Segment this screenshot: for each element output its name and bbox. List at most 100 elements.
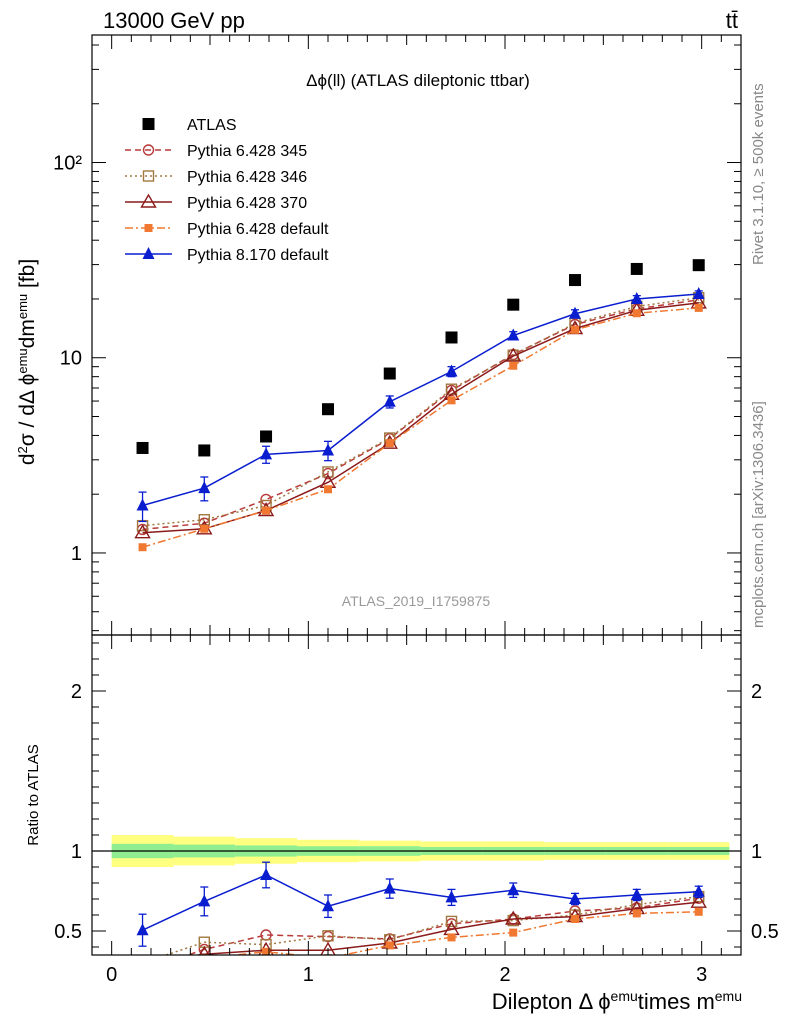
main-series-0-point xyxy=(198,444,211,457)
main-y-tick-label: 1 xyxy=(71,543,82,565)
main-series-3-point xyxy=(134,524,151,539)
legend-entry-1: Pythia 6.428 345 xyxy=(125,143,307,160)
ratio-series-1-point xyxy=(138,958,148,968)
ratio-series-4 xyxy=(136,861,705,947)
ratio-series-4-point xyxy=(383,881,396,894)
ratio-series-4-point xyxy=(507,883,520,896)
ratio-panel-frame xyxy=(91,634,742,956)
main-panel: Δϕ(ll) (ATLAS dileptonic ttbar) ATLAS_20… xyxy=(15,34,742,636)
legend: ATLAS Pythia 6.428 345 Pythia 6.428 346 Pyt… xyxy=(125,117,329,264)
main-series-0-point xyxy=(136,441,149,454)
main-series-3-point xyxy=(505,347,522,362)
ratio-x-tick-label: 2 xyxy=(499,964,510,986)
legend-entry-3: Pythia 6.428 370 xyxy=(125,193,307,212)
ratio-series-4-line xyxy=(142,874,699,931)
legend-entry-3-label: Pythia 6.428 370 xyxy=(187,195,307,212)
process-label: tt̄ xyxy=(726,8,738,33)
main-series-5-point xyxy=(136,498,149,511)
main-series-4-point xyxy=(447,396,456,405)
legend-entry-5-marker xyxy=(142,247,155,259)
main-series-5 xyxy=(136,287,705,523)
main-series-5-point xyxy=(507,328,520,341)
ratio-series-2-point xyxy=(198,945,210,955)
ratio-series-3-point xyxy=(385,941,394,950)
rivet-version-label: Rivet 3.1.10, ≥ 500k events xyxy=(750,83,767,265)
plot-title: Δϕ(ll) (ATLAS dileptonic ttbar) xyxy=(306,71,530,90)
main-series-4-point xyxy=(632,309,641,318)
ratio-y-axis-label: Ratio to ATLAS xyxy=(25,744,42,845)
main-series-2-point xyxy=(198,514,210,526)
ratio-series-0-point xyxy=(138,966,148,976)
ratio-series-3-point xyxy=(139,959,147,967)
ratio-series-1-line xyxy=(163,895,699,955)
legend-entry-0: ATLAS xyxy=(142,117,237,134)
main-y-axis-label: d2σ / dΔ ϕemudmemu [fb] xyxy=(15,259,40,465)
ratio-series-2-line xyxy=(193,901,699,955)
ratio-series-4-point xyxy=(136,923,149,936)
main-series-4-point xyxy=(200,524,209,533)
main-series-5-point xyxy=(383,394,396,407)
energy-label: 13000 GeV pp xyxy=(103,8,245,33)
main-series-4-point xyxy=(694,303,703,312)
ratio-series-4-point xyxy=(198,894,211,907)
main-series-3 xyxy=(134,294,707,539)
ratio-series-1-point xyxy=(322,930,334,942)
ratio-series-4-point xyxy=(569,892,582,904)
legend-entry-2: Pythia 6.428 346 xyxy=(125,169,307,186)
ratio-y-tick-label: 1 xyxy=(71,841,82,863)
ratio-series-3-point xyxy=(694,907,703,916)
main-axis-ticks xyxy=(92,35,741,635)
ratio-panel: 0.5 0.5 1 1 2 2 0 1 2 3 Ratio to ATLAS Dilepton Δ… xyxy=(25,634,779,1014)
ratio-series-4-point xyxy=(322,899,334,912)
main-series-4-point xyxy=(138,543,147,552)
ratio-y-tick-label-right: 2 xyxy=(751,681,762,703)
ratio-y-tick-label: 0.5 xyxy=(54,921,82,943)
main-series-4-point xyxy=(571,325,580,334)
legend-entry-5: Pythia 8.170 default xyxy=(125,247,329,264)
main-series-4 xyxy=(138,303,703,552)
legend-entry-1-marker xyxy=(142,144,155,156)
main-series-layer xyxy=(134,259,707,552)
main-series-5-point xyxy=(198,481,211,494)
main-series-4-point xyxy=(262,506,271,515)
main-series-3-line xyxy=(142,302,699,534)
ratio-series-3-point xyxy=(262,947,271,955)
main-series-0-point xyxy=(383,367,396,380)
legend-entry-0-marker xyxy=(142,118,155,130)
ratio-series-2-point xyxy=(690,893,707,908)
x-axis-label: Dilepton Δ ϕemutimes memu xyxy=(492,988,742,1014)
main-series-2-line xyxy=(142,296,699,527)
main-y-tick-labels: 1 10 10² xyxy=(53,153,82,565)
ratio-tick-labels: 0.5 0.5 1 1 2 2 0 1 2 3 xyxy=(54,681,779,986)
main-series-4-point xyxy=(385,439,394,448)
ratio-series-2-point xyxy=(142,954,143,955)
ratio-series-4-point xyxy=(692,884,705,897)
ratio-x-tick-label: 3 xyxy=(696,964,707,986)
main-series-1-line xyxy=(142,299,699,531)
main-y-tick-label: 10 xyxy=(60,348,82,370)
ratio-series-3-point xyxy=(447,933,456,942)
mcplots-label: mcplots.cern.ch [arXiv:1306.3436] xyxy=(750,401,767,628)
main-series-4-point xyxy=(509,361,518,370)
main-series-5-point xyxy=(569,306,582,319)
ratio-series-3-point xyxy=(571,915,580,923)
main-series-5-point xyxy=(692,287,705,300)
ratio-series-3-point xyxy=(632,909,641,918)
ratio-series-1-point xyxy=(445,915,458,928)
legend-entry-5-label: Pythia 8.170 default xyxy=(187,247,329,264)
ratio-series-1 xyxy=(138,890,705,968)
main-series-5-line xyxy=(142,293,699,507)
ratio-axis-ticks xyxy=(92,635,741,955)
main-series-2 xyxy=(136,292,705,532)
main-series-5-point xyxy=(322,443,334,456)
legend-entry-3-marker xyxy=(140,193,157,208)
legend-entry-4-label: Pythia 6.428 default xyxy=(187,221,329,238)
legend-entry-2-marker xyxy=(142,170,155,182)
legend-entry-1-label: Pythia 6.428 345 xyxy=(187,143,307,160)
main-series-0-point xyxy=(260,430,273,443)
main-series-5-point xyxy=(445,364,458,377)
ratio-series-3-point xyxy=(509,928,518,937)
legend-entry-4: Pythia 6.428 default xyxy=(125,221,329,238)
main-series-0-point xyxy=(569,274,582,287)
